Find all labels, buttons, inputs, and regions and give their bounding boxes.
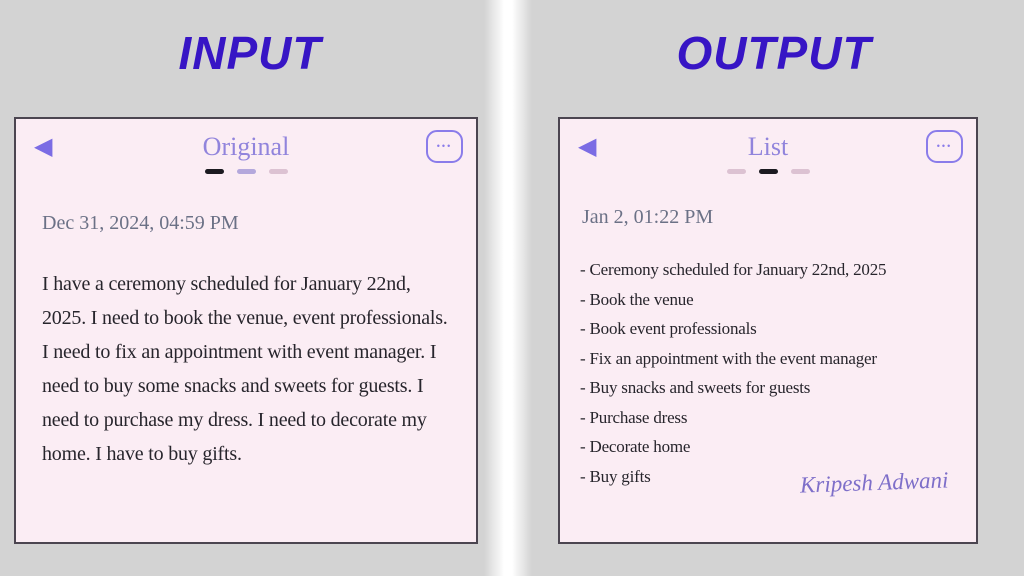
list-item: - Buy snacks and sweets for guests (580, 378, 811, 397)
list-item: - Book event professionals (580, 319, 757, 338)
list-item: - Purchase dress (580, 407, 688, 427)
output-heading: OUTPUT (676, 27, 872, 79)
back-icon[interactable]: ◀ (34, 133, 53, 160)
page-dash-active[interactable] (204, 169, 224, 174)
note-body-text[interactable]: I have a ceremony scheduled for January … (42, 273, 448, 465)
list-item: - Buy gifts (580, 466, 651, 486)
note-title: Original (202, 132, 290, 161)
panel-divider (484, 0, 532, 576)
note-list[interactable]: - Ceremony scheduled for January 22nd, 2… (580, 255, 968, 491)
page-indicator (560, 169, 976, 174)
page-dash[interactable] (726, 169, 746, 174)
note-date: Dec 31, 2024, 04:59 PM (42, 212, 239, 234)
input-note-card: ◀ ••• Original Dec 31, 2024, 04:59 PM I … (14, 117, 478, 544)
ellipsis-icon: ••• (436, 141, 453, 151)
ellipsis-icon: ••• (936, 141, 953, 151)
page-dash[interactable] (790, 169, 810, 174)
page-dash[interactable] (236, 169, 256, 174)
list-item: - Decorate home (580, 437, 691, 456)
menu-button[interactable]: ••• (426, 130, 463, 163)
note-date: Jan 2, 01:22 PM (582, 206, 714, 228)
page-dash[interactable] (268, 169, 288, 174)
note-title: List (747, 132, 789, 161)
back-icon[interactable]: ◀ (578, 133, 597, 160)
list-item: - Fix an appointment with the event mana… (580, 348, 877, 368)
page-indicator (16, 169, 476, 174)
watermark-signature: Kripesh Adwani (799, 467, 949, 498)
input-heading: INPUT (178, 27, 322, 79)
output-note-card: ◀ ••• List Jan 2, 01:22 PM - Ceremony sc… (558, 117, 978, 544)
page-dash-active[interactable] (758, 169, 778, 174)
list-item: - Book the venue (580, 289, 694, 309)
list-item: - Ceremony scheduled for January 22nd, 2… (580, 260, 887, 279)
menu-button[interactable]: ••• (926, 130, 963, 163)
